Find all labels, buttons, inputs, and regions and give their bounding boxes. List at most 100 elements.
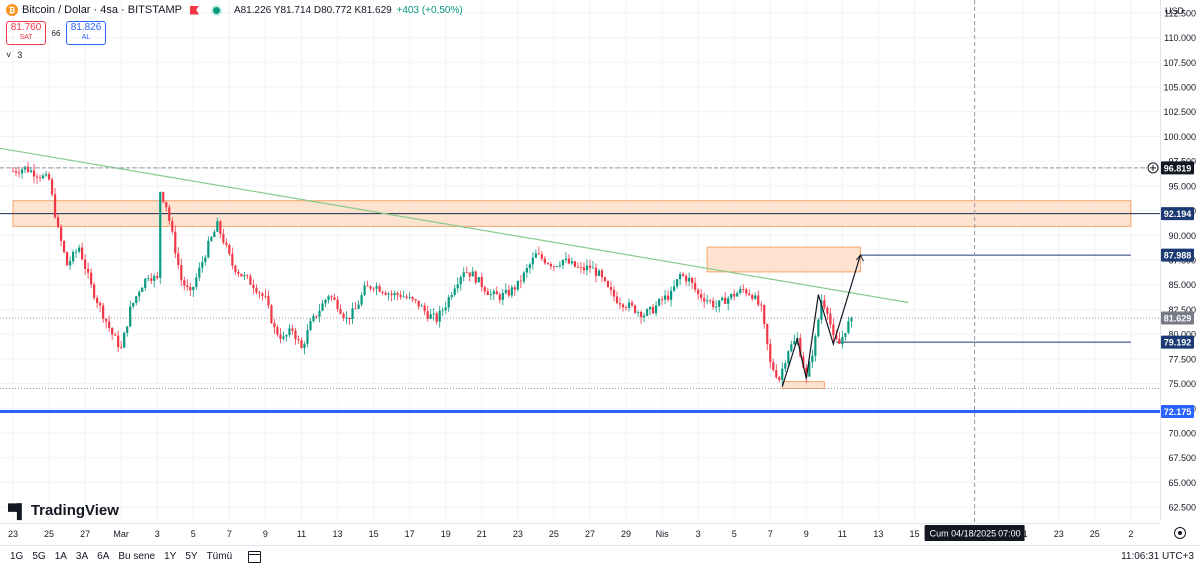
tradingview-logo[interactable]: ▀▌ TradingView [8, 502, 119, 519]
x-tick-label: 17 [405, 529, 415, 539]
sell-button[interactable]: 81.760 SAT [6, 21, 46, 45]
candle-body [718, 300, 721, 307]
range-button[interactable]: 1Y [164, 551, 177, 562]
candle-body [270, 305, 273, 324]
indicators-toggle[interactable]: ˅ 3 [6, 50, 22, 60]
settings-icon[interactable] [1174, 527, 1186, 539]
range-button[interactable]: 5G [32, 551, 46, 562]
y-tick-label: 82.500 [1168, 305, 1196, 315]
candle-body [549, 263, 552, 267]
buy-button[interactable]: 81.826 AL [66, 21, 106, 45]
candle-body [495, 291, 498, 295]
candle-body [793, 341, 796, 345]
candle-body [477, 276, 480, 283]
candle-body [576, 266, 580, 268]
range-button[interactable]: 3A [75, 551, 89, 562]
close-value: 81.629 [361, 4, 392, 16]
candle-body [360, 295, 363, 305]
candle-body [760, 304, 763, 306]
candle-body [300, 340, 303, 349]
candle-body [709, 300, 712, 302]
candle-body [844, 333, 847, 337]
x-tick-label: Nis [656, 529, 669, 539]
x-tick-label: 15 [369, 529, 379, 539]
candle-body [676, 279, 679, 287]
market-open-icon [212, 6, 220, 14]
y-tick-label: 62.500 [1168, 503, 1196, 513]
calendar-icon[interactable] [248, 550, 262, 563]
candle-body [111, 327, 114, 335]
candle-body [411, 297, 414, 300]
candle-body [697, 289, 700, 295]
candle-body [32, 170, 36, 177]
price-chart[interactable] [0, 0, 1200, 545]
pattern-path [781, 254, 861, 387]
candle-body [120, 347, 123, 348]
candle-body [636, 311, 640, 313]
ohlc-values: A81.226 Y81.714 D80.772 K81.629 +403 (+0… [234, 5, 463, 16]
candle-body [159, 192, 162, 278]
candle-body [87, 268, 90, 273]
candle-body [468, 272, 471, 277]
candle-body [99, 303, 102, 306]
candle-body [516, 280, 519, 290]
candle-body [727, 298, 730, 304]
candle-body [474, 271, 477, 283]
trendline [0, 147, 909, 304]
candle-body [621, 304, 625, 308]
range-button[interactable]: 1G [10, 551, 24, 562]
candle-body [537, 253, 540, 255]
flag-icon[interactable] [189, 5, 199, 15]
x-tick-label: 5 [191, 529, 196, 539]
candle-body [384, 292, 387, 295]
candle-body [588, 265, 592, 268]
x-tick-label: 3 [155, 529, 160, 539]
candle-body [135, 296, 138, 303]
candle-body [802, 356, 805, 368]
range-button[interactable]: 1A [54, 551, 67, 562]
candle-body [507, 289, 510, 296]
candle-body [630, 302, 634, 306]
candle-body [399, 294, 402, 297]
candle-body [339, 308, 342, 314]
candle-body [26, 166, 30, 172]
candle-body [255, 288, 258, 293]
price-label: 81.629 [1164, 314, 1192, 324]
candle-body [423, 305, 426, 312]
trendlines [0, 147, 909, 304]
range-button[interactable]: Tümü [206, 551, 233, 562]
x-tick-label: Mar [113, 529, 129, 539]
x-tick-label: 2 [1128, 529, 1133, 539]
candle-body [823, 300, 826, 308]
candle-body [543, 258, 546, 264]
candle-body [282, 336, 285, 339]
candle-body [627, 302, 631, 308]
range-button[interactable]: 6A [97, 551, 110, 562]
clock[interactable]: 11:06:31 UTC+3 [1121, 551, 1194, 562]
range-button[interactable]: Bu sene [118, 551, 156, 562]
candle-body [288, 328, 291, 336]
candle-body [408, 297, 411, 298]
currency-label[interactable]: USD [1165, 6, 1185, 16]
buy-label: AL [81, 34, 91, 41]
candle-body [703, 298, 706, 302]
candle-body [660, 299, 664, 300]
candle-body [528, 264, 531, 269]
crosshair [0, 0, 1160, 522]
price-label: 92.194 [1164, 209, 1192, 219]
time-axis[interactable] [0, 523, 1160, 544]
range-button[interactable]: 5Y [185, 551, 198, 562]
candle-body [465, 272, 468, 274]
candle-body [492, 291, 495, 295]
candle-body [453, 288, 456, 295]
candle-body [219, 221, 222, 234]
symbol-title[interactable]: Bitcoin / Dolar · 4sa · BITSTAMP [22, 4, 182, 16]
candle-body [519, 280, 522, 282]
candle-body [597, 270, 601, 276]
y-tick-label: 107.500 [1163, 58, 1196, 68]
candle-body [585, 265, 589, 271]
candle-body [330, 296, 333, 298]
y-tick-label: 100.000 [1163, 132, 1196, 142]
candle-body [648, 306, 652, 310]
price-label-bg [1161, 248, 1194, 262]
